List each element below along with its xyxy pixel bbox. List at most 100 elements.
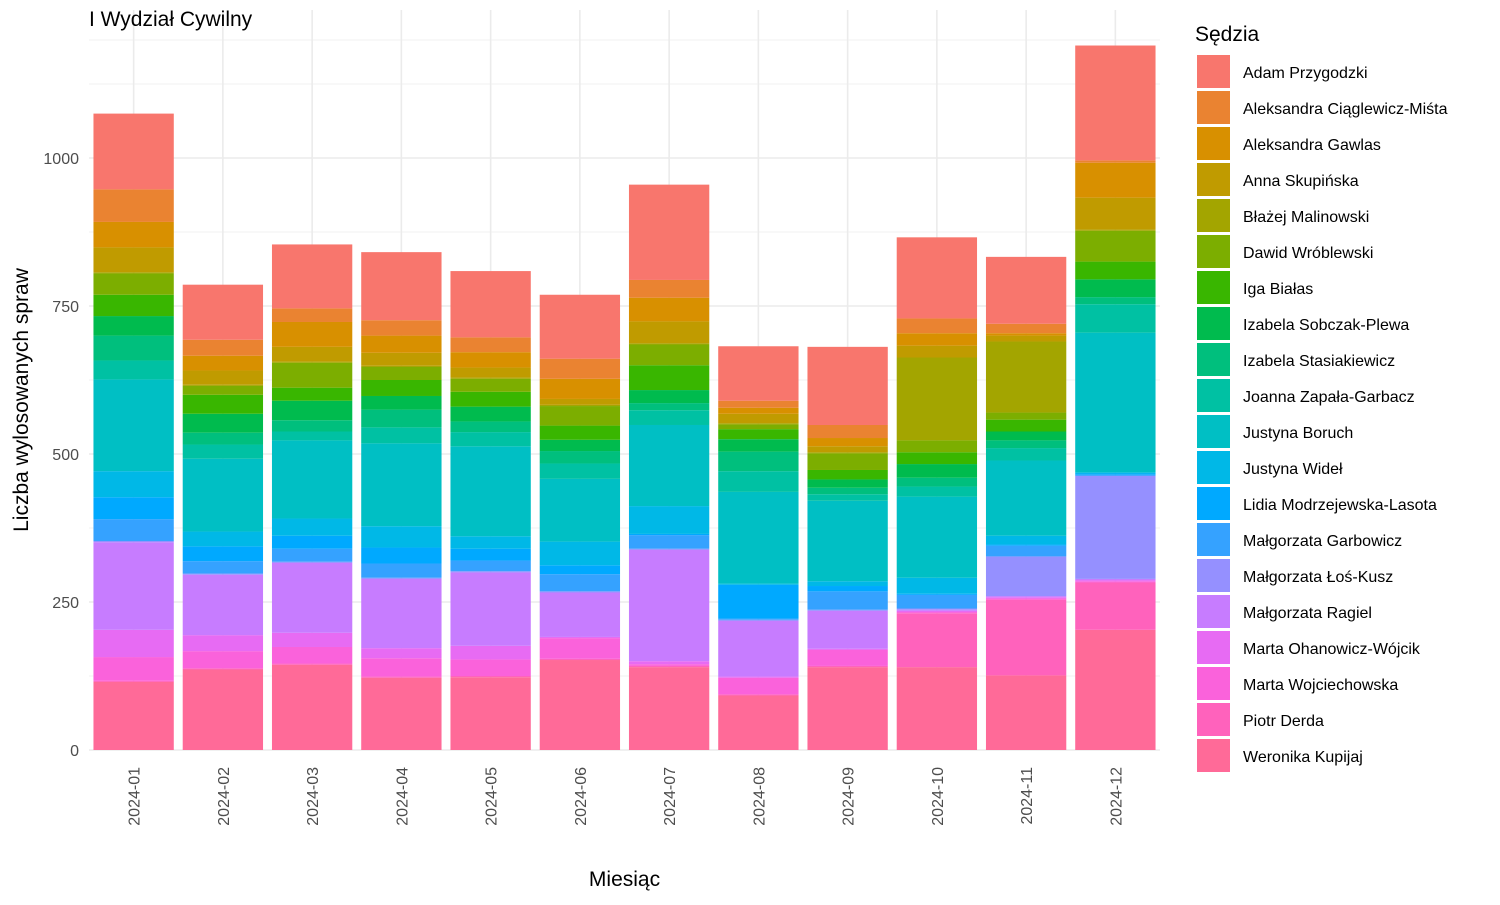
bar-segment: 2024-03 – Dawid Wróblewski: 42 (271, 362, 353, 388)
bar-segment: 2024-08 – Lidia Modrzejewska-Lasota: 57 (718, 584, 799, 619)
bar-segment: 2024-06 – Aleksandra Gawlas: 34 (539, 378, 621, 399)
bar-segment: 2024-11 – Iga Białas: 20 (985, 419, 1067, 432)
legend-label: Anna Skupińska (1243, 173, 1359, 190)
bar-segment: 2024-05 – Izabela Sobczak-Plewa: 25 (450, 406, 531, 422)
bar-segment: 2024-04 – Dawid Wróblewski: 22 (361, 366, 442, 380)
bar-segment: 2024-02 – Piotr Derda: 2 (182, 668, 264, 670)
bar-segment: 2024-09 – Piotr Derda: 2 (807, 665, 888, 668)
bar-segment: 2024-01 – Małgorzata Garbowicz: 37 (93, 519, 174, 542)
bar-segment: 2024-01 – Anna Skupińska: 42 (93, 247, 174, 273)
legend-swatch (1197, 307, 1230, 340)
bar-segment: 2024-12 – Anna Skupińska: 54 (1075, 197, 1156, 230)
bar-segment: 2024-12 – Weronika Kupijaj: 203 (1075, 629, 1156, 750)
bar-segment: 2024-07 – Marta Wojciechowska: 3 (628, 664, 710, 666)
bar-segment: 2024-10 – Aleksandra Ciąglewicz-Miśta: 2… (896, 318, 978, 334)
bar-segment: 2024-08 – Aleksandra Ciąglewicz-Miśta: 1… (718, 400, 799, 408)
bar-segment: 2024-11 – Piotr Derda: 128 (985, 599, 1067, 676)
bar-segment: 2024-06 – Marta Ohanowicz-Wójcik: 2 (539, 636, 621, 639)
bar-segment: 2024-12 – Błażej Malinowski: 2 (1075, 229, 1156, 231)
bar-segment: 2024-06 – Dawid Wróblewski: 33 (539, 406, 621, 426)
bar-segment: 2024-08 – Iga Białas: 17 (718, 429, 799, 440)
bar-segment: 2024-11 – Adam Przygodzki: 113 (985, 256, 1067, 324)
bar-segment: 2024-06 – Błażej Malinowski: 2 (539, 404, 621, 407)
bar-segment: 2024-06 – Lidia Modrzejewska-Lasota: 15 (539, 565, 621, 575)
legend-swatch (1197, 667, 1230, 700)
y-tick-label: 500 (52, 447, 79, 464)
bar-segment: 2024-12 – Marta Wojciechowska: 2 (1075, 581, 1156, 583)
bar-segment: 2024-10 – Adam Przygodzki: 137 (896, 237, 978, 319)
bar-segment: 2024-06 – Joanna Zapała-Garbacz: 26 (539, 463, 621, 479)
bar-segment: 2024-05 – Aleksandra Ciąglewicz-Miśta: 2… (450, 337, 531, 353)
bar-segment: 2024-03 – Marta Wojciechowska: 28 (271, 646, 353, 664)
bar-segment: 2024-10 – Dawid Wróblewski: 20 (896, 440, 978, 453)
bar-segment: 2024-12 – Małgorzata Łoś-Kusz: 174 (1075, 475, 1156, 579)
bar-segment: 2024-06 – Izabela Sobczak-Plewa: 19 (539, 439, 621, 452)
x-tick-label: 2024-09 (841, 767, 858, 826)
legend-label: Izabela Sobczak-Plewa (1243, 317, 1409, 334)
bar-segment: 2024-05 – Małgorzata Łoś-Kusz: 2 (450, 571, 531, 573)
y-tick-label: 0 (70, 743, 79, 760)
bar-segment: 2024-06 – Małgorzata Garbowicz: 29 (539, 574, 621, 592)
bar-segment: 2024-09 – Joanna Zapała-Garbacz: 11 (807, 494, 888, 501)
bar-segment: 2024-06 – Piotr Derda: 2 (539, 658, 621, 661)
bar-segment: 2024-02 – Iga Białas: 32 (182, 394, 264, 414)
bar-segment: 2024-04 – Lidia Modrzejewska-Lasota: 27 (361, 547, 442, 564)
bar-segment: 2024-08 – Błażej Malinowski: 2 (718, 423, 799, 425)
bar-segment: 2024-12 – Aleksandra Ciąglewicz-Miśta: 4 (1075, 160, 1156, 163)
bar-segment: 2024-03 – Błażej Malinowski: 2 (271, 361, 353, 363)
bar-segment: 2024-06 – Justyna Boruch: 106 (539, 478, 621, 542)
y-tick-label: 750 (52, 299, 79, 316)
bar-segment: 2024-10 – Justyna Boruch: 137 (896, 496, 978, 578)
legend-label: Justyna Boruch (1243, 425, 1353, 442)
bar-segment: 2024-01 – Adam Przygodzki: 128 (93, 113, 174, 190)
legend-label: Aleksandra Ciąglewicz-Miśta (1243, 101, 1448, 118)
legend-swatch (1197, 271, 1230, 304)
bar-segment: 2024-11 – Justyna Boruch: 127 (985, 460, 1067, 536)
bar-segment: 2024-04 – Aleksandra Gawlas: 29 (361, 335, 442, 353)
bar-segment: 2024-02 – Małgorzata Garbowicz: 21 (182, 561, 264, 574)
legend-swatch (1197, 703, 1230, 736)
bar-segment: 2024-02 – Justyna Boruch: 123 (182, 458, 264, 532)
bar-segment: 2024-02 – Marta Wojciechowska: 29 (182, 651, 264, 669)
bar-segment: 2024-10 – Piotr Derda: 91 (896, 613, 978, 668)
bar-segment: 2024-10 – Małgorzata Ragiel: 2 (896, 609, 978, 611)
legend-label: Dawid Wróblewski (1243, 245, 1373, 262)
bar-segment: 2024-03 – Aleksandra Gawlas: 42 (271, 321, 353, 347)
bar-segment: 2024-09 – Lidia Modrzejewska-Lasota: 9 (807, 586, 888, 592)
legend-label: Iga Białas (1243, 281, 1313, 298)
legend-swatch (1197, 343, 1230, 376)
bar-segment: 2024-09 – Małgorzata Ragiel: 64 (807, 610, 888, 649)
bar-segment: 2024-04 – Weronika Kupijaj: 122 (361, 677, 442, 750)
bar-segment: 2024-11 – Justyna Wideł: 15 (985, 535, 1067, 545)
bar-segment: 2024-04 – Marta Wojciechowska: 31 (361, 658, 442, 677)
bar-segment: 2024-04 – Izabela Stasiakiewicz: 30 (361, 409, 442, 428)
minor-gridlines (89, 83, 1160, 677)
bar-segment: 2024-05 – Aleksandra Gawlas: 26 (450, 352, 531, 368)
bar-segment: 2024-05 – Izabela Stasiakiewicz: 18 (450, 421, 531, 433)
bar-segment: 2024-05 – Justyna Wideł: 21 (450, 536, 531, 549)
bar-segment: 2024-04 – Izabela Sobczak-Plewa: 23 (361, 395, 442, 410)
bar-segment: 2024-09 – Błażej Malinowski: 2 (807, 452, 888, 454)
x-tick-label: 2024-01 (127, 767, 144, 826)
legend-swatch (1197, 55, 1230, 88)
legend-label: Joanna Zapała-Garbacz (1243, 389, 1415, 406)
legend-swatch (1197, 199, 1230, 232)
bar-segment: 2024-07 – Justyna Wideł: 47 (628, 506, 710, 534)
legend-swatch (1197, 451, 1230, 484)
bar-segment: 2024-12 – Izabela Sobczak-Plewa: 30 (1075, 279, 1156, 298)
bar-segment: 2024-04 – Justyna Wideł: 36 (361, 526, 442, 548)
legend: Sędzia Adam Przygodzki Aleksandra Ciąglewi… (1195, 23, 1448, 772)
bar-segment: 2024-01 – Lidia Modrzejewska-Lasota: 37 (93, 497, 174, 520)
bar-segment: 2024-03 – Małgorzata Ragiel: 118 (271, 562, 353, 633)
legend-label: Aleksandra Gawlas (1243, 137, 1381, 154)
legend-label: Błażej Malinowski (1243, 209, 1369, 226)
legend-swatch (1197, 127, 1230, 160)
bar-segment: 2024-05 – Justyna Boruch: 152 (450, 446, 531, 537)
bar-segment: 2024-05 – Lidia Modrzejewska-Lasota: 20 (450, 548, 531, 561)
bar-segment: 2024-06 – Aleksandra Ciąglewicz-Miśta: 3… (539, 358, 621, 379)
bar-segment: 2024-01 – Aleksandra Gawlas: 43 (93, 221, 174, 248)
bar-segment: 2024-08 – Weronika Kupijaj: 92 (718, 695, 799, 750)
bar-segment: 2024-05 – Piotr Derda: 2 (450, 676, 531, 678)
bar-segment: 2024-02 – Aleksandra Ciąglewicz-Miśta: 2… (182, 339, 264, 356)
bar-segment: 2024-06 – Weronika Kupijaj: 152 (539, 660, 621, 750)
